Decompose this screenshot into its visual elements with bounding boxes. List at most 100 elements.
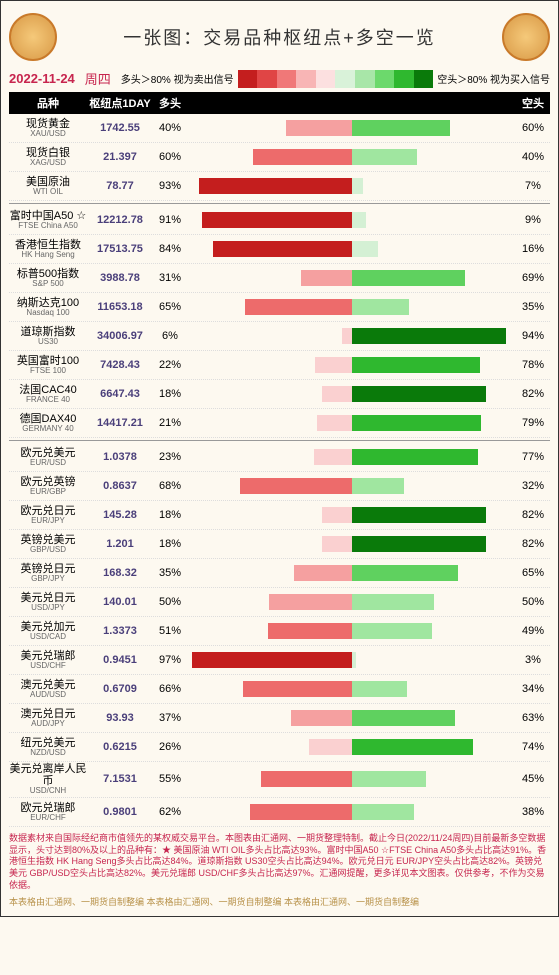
table-row: 现货黄金XAU/USD 1742.55 40% 60% <box>9 114 550 143</box>
pivot-value: 1.3373 <box>87 625 153 637</box>
bar-chart <box>187 357 516 373</box>
short-bar <box>352 357 480 373</box>
short-bar <box>352 328 507 344</box>
long-pct: 84% <box>153 243 187 255</box>
long-bar <box>199 178 352 194</box>
short-pct: 65% <box>516 567 550 579</box>
long-bar <box>243 681 352 697</box>
long-pct: 51% <box>153 625 187 637</box>
bar-chart <box>187 623 516 639</box>
short-pct: 77% <box>516 451 550 463</box>
short-bar <box>352 771 426 787</box>
short-bar <box>352 594 434 610</box>
pivot-value: 1.0378 <box>87 451 153 463</box>
bar-chart <box>187 652 516 668</box>
long-bar <box>314 449 352 465</box>
instrument-name: 纽元兑美元NZD/USD <box>9 737 87 758</box>
table-row: 英国富时100FTSE 100 7428.43 22% 78% <box>9 351 550 380</box>
day-text: 周四 <box>85 69 111 88</box>
table-row: 英镑兑美元GBP/USD 1.201 18% 82% <box>9 530 550 559</box>
short-pct: 82% <box>516 388 550 400</box>
long-bar <box>286 120 352 136</box>
long-pct: 37% <box>153 712 187 724</box>
long-pct: 60% <box>153 151 187 163</box>
table-row: 法国CAC40FRANCE 40 6647.43 18% 82% <box>9 380 550 409</box>
instrument-name: 澳元兑美元AUD/USD <box>9 679 87 700</box>
long-pct: 65% <box>153 301 187 313</box>
instrument-name: 法国CAC40FRANCE 40 <box>9 384 87 405</box>
short-bar <box>352 536 487 552</box>
short-pct: 40% <box>516 151 550 163</box>
bar-chart <box>187 804 516 820</box>
long-bar <box>291 710 352 726</box>
instrument-name: 现货白银XAG/USD <box>9 147 87 168</box>
date-text: 2022-11-24 <box>9 71 75 86</box>
long-pct: 55% <box>153 773 187 785</box>
short-bar <box>352 804 415 820</box>
short-pct: 32% <box>516 480 550 492</box>
bar-chart <box>187 771 516 787</box>
short-bar <box>352 386 487 402</box>
long-bar <box>268 623 352 639</box>
long-bar <box>309 739 352 755</box>
short-pct: 94% <box>516 330 550 342</box>
long-pct: 23% <box>153 451 187 463</box>
table-row: 现货白银XAG/USD 21.397 60% 40% <box>9 143 550 172</box>
bar-chart <box>187 241 516 257</box>
long-bar <box>322 507 352 523</box>
long-bar <box>202 212 352 228</box>
legend-short-text: 空头＞80% 视为买入信号 <box>437 71 550 86</box>
bar-chart <box>187 565 516 581</box>
long-pct: 22% <box>153 359 187 371</box>
short-pct: 78% <box>516 359 550 371</box>
short-bar <box>352 178 364 194</box>
pivot-value: 0.8637 <box>87 480 153 492</box>
col-name: 品种 <box>9 95 87 111</box>
instrument-name: 富时中国A50 ☆FTSE China A50 <box>9 210 87 231</box>
col-short: 空头 <box>516 95 550 111</box>
long-pct: 18% <box>153 388 187 400</box>
col-bar-spacer <box>187 95 516 111</box>
bar-chart <box>187 415 516 431</box>
pivot-value: 0.9801 <box>87 806 153 818</box>
instrument-name: 英镑兑美元GBP/USD <box>9 534 87 555</box>
long-pct: 21% <box>153 417 187 429</box>
legend-long-text: 多头＞80% 视为卖出信号 <box>121 71 234 86</box>
instrument-name: 欧元兑瑞郎EUR/CHF <box>9 802 87 823</box>
color-gradient <box>238 70 434 88</box>
short-pct: 35% <box>516 301 550 313</box>
instrument-name: 美元兑瑞郎USD/CHF <box>9 650 87 671</box>
long-pct: 40% <box>153 122 187 134</box>
instrument-name: 纳斯达克100Nasdaq 100 <box>9 297 87 318</box>
short-pct: 79% <box>516 417 550 429</box>
short-pct: 82% <box>516 538 550 550</box>
short-pct: 34% <box>516 683 550 695</box>
long-bar <box>322 536 352 552</box>
bar-chart <box>187 536 516 552</box>
instrument-name: 美元兑日元USD/JPY <box>9 592 87 613</box>
bar-chart <box>187 478 516 494</box>
pivot-value: 0.9451 <box>87 654 153 666</box>
pivot-value: 7.1531 <box>87 773 153 785</box>
table-row: 美元兑日元USD/JPY 140.01 50% 50% <box>9 588 550 617</box>
bar-chart <box>187 120 516 136</box>
header: 一张图：交易品种枢纽点+多空一览 <box>9 9 550 65</box>
pivot-value: 140.01 <box>87 596 153 608</box>
short-bar <box>352 478 405 494</box>
short-pct: 38% <box>516 806 550 818</box>
long-pct: 35% <box>153 567 187 579</box>
table-row: 纳斯达克100Nasdaq 100 11653.18 65% 35% <box>9 293 550 322</box>
instrument-name: 美元兑离岸人民币USD/CNH <box>9 763 87 796</box>
instrument-name: 澳元兑日元AUD/JPY <box>9 708 87 729</box>
table-row: 富时中国A50 ☆FTSE China A50 12212.78 91% 9% <box>9 206 550 235</box>
bar-chart <box>187 149 516 165</box>
table-row: 欧元兑英镑EUR/GBP 0.8637 68% 32% <box>9 472 550 501</box>
table-row: 美元兑离岸人民币USD/CNH 7.1531 55% 45% <box>9 762 550 798</box>
short-bar <box>352 149 418 165</box>
bar-chart <box>187 270 516 286</box>
long-pct: 93% <box>153 180 187 192</box>
col-long: 多头 <box>153 95 187 111</box>
short-pct: 49% <box>516 625 550 637</box>
table-row: 欧元兑瑞郎EUR/CHF 0.9801 62% 38% <box>9 798 550 827</box>
column-header: 品种 枢纽点1DAY 多头 空头 <box>9 92 550 114</box>
